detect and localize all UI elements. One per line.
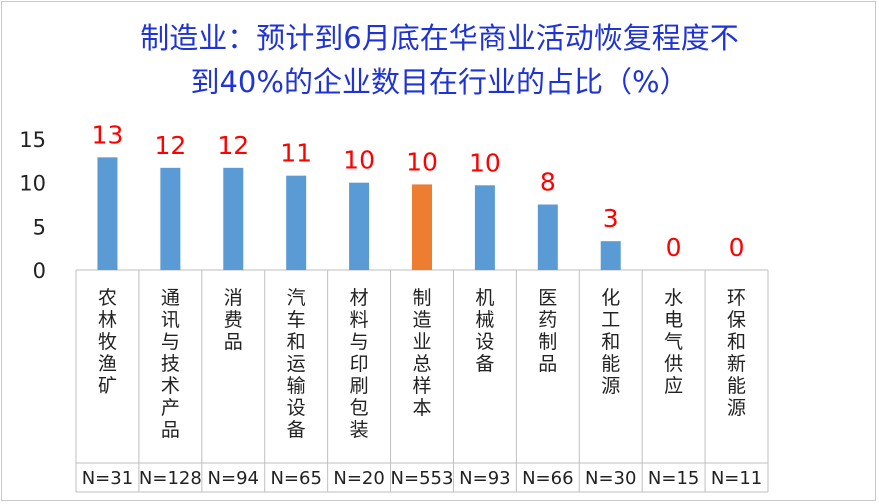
sample-size-label: N=65 bbox=[270, 468, 321, 489]
sample-size-label: N=15 bbox=[648, 468, 699, 489]
category-label: 材料与印刷包装 bbox=[350, 287, 369, 441]
bar-9 bbox=[600, 241, 621, 270]
chart-title: 制造业：预计到6月底在华商业活动恢复程度不 到40%的企业数目在行业的占比（%） bbox=[0, 16, 879, 104]
bar-8 bbox=[537, 204, 558, 270]
sample-size-label: N=128 bbox=[139, 468, 202, 489]
chart-title-line-2: 到40%的企业数目在行业的占比（%） bbox=[190, 65, 689, 99]
y-tick-label: 15 bbox=[19, 128, 46, 152]
data-label: 11 bbox=[280, 139, 312, 168]
y-tick-label: 10 bbox=[19, 172, 46, 196]
sample-size-label: N=11 bbox=[711, 468, 762, 489]
category-labels: 农林牧渔矿 通讯与技术产品 消费品 汽车和运输设备 材料与印刷包装 制造业总样本 机械设备 医… bbox=[98, 287, 746, 441]
category-label: 制造业总样本 bbox=[412, 287, 431, 419]
chart-title-line-1: 制造业：预计到6月底在华商业活动恢复程度不 bbox=[140, 21, 739, 55]
data-label: 0 bbox=[729, 233, 745, 262]
category-label: 医药制品 bbox=[538, 287, 557, 375]
sample-size-label: N=93 bbox=[459, 468, 510, 489]
y-axis: 0 5 10 15 bbox=[19, 128, 46, 283]
bar-1 bbox=[97, 157, 118, 270]
bar-series bbox=[97, 157, 621, 270]
sample-size-label: N=31 bbox=[82, 468, 133, 489]
sample-size-label: N=94 bbox=[208, 468, 259, 489]
category-label: 农林牧渔矿 bbox=[98, 287, 117, 397]
bar-3 bbox=[223, 167, 244, 270]
data-labels: 13 12 12 11 10 10 10 8 3 0 0 bbox=[92, 120, 745, 262]
data-label: 12 bbox=[217, 131, 249, 160]
category-label: 汽车和运输设备 bbox=[287, 287, 306, 441]
bar-5 bbox=[349, 182, 370, 270]
bar-4 bbox=[286, 175, 307, 270]
y-tick-label: 5 bbox=[33, 215, 46, 239]
bar-6 bbox=[412, 184, 432, 270]
data-label: 3 bbox=[603, 204, 619, 233]
category-label: 机械设备 bbox=[475, 287, 494, 375]
sample-size-labels: N=31 N=128 N=94 N=65 N=20 N=553 N=93 N=66 N=30 N=… bbox=[82, 468, 763, 489]
category-table-lines bbox=[75, 269, 769, 493]
data-label: 13 bbox=[92, 120, 124, 149]
data-label: 10 bbox=[406, 147, 438, 176]
data-label: 8 bbox=[540, 168, 556, 197]
data-label: 0 bbox=[666, 233, 682, 262]
category-label: 化工和能源 bbox=[601, 287, 620, 397]
data-label: 10 bbox=[343, 146, 375, 175]
bar-7 bbox=[474, 185, 495, 270]
sample-size-label: N=20 bbox=[333, 468, 384, 489]
data-label: 12 bbox=[154, 131, 186, 160]
category-label: 通讯与技术产品 bbox=[161, 287, 180, 441]
category-label: 水电气供应 bbox=[664, 287, 683, 397]
bar-2 bbox=[160, 167, 181, 270]
category-label: 环保和新能源 bbox=[727, 287, 746, 419]
category-label: 消费品 bbox=[224, 287, 243, 353]
sample-size-label: N=553 bbox=[391, 468, 454, 489]
sample-size-label: N=30 bbox=[585, 468, 636, 489]
data-label: 10 bbox=[469, 148, 501, 177]
sample-size-label: N=66 bbox=[522, 468, 573, 489]
y-tick-label: 0 bbox=[33, 259, 46, 283]
